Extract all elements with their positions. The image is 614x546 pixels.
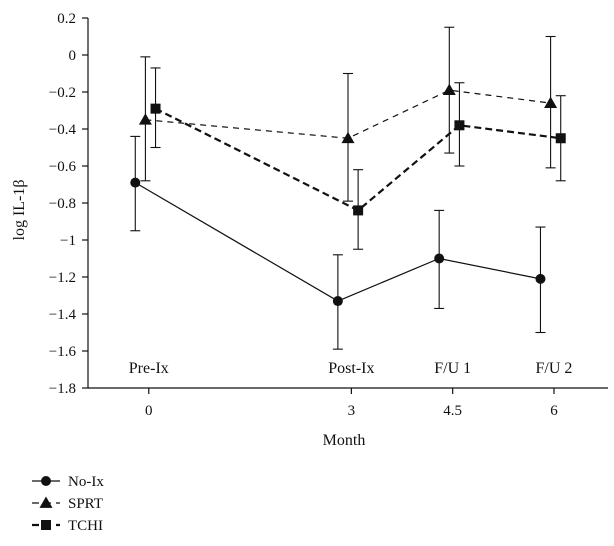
y-tick-label: −0.4 (49, 122, 77, 138)
phase-labels: Pre-Ix Post-Ix F/U 1 F/U 2 (129, 360, 573, 377)
x-tick-label: 3 (348, 403, 356, 419)
legend: No-Ix SPRT TCHI (32, 474, 104, 534)
series-line (145, 89, 551, 139)
series-no-ix (130, 135, 546, 350)
legend-marker (39, 496, 53, 508)
legend-item: SPRT (32, 496, 103, 512)
phase-label: F/U 1 (434, 360, 471, 377)
x-axis-label: Month (323, 432, 366, 449)
legend-item: TCHI (32, 518, 103, 534)
legend-label: SPRT (68, 496, 103, 512)
legend-marker (41, 476, 51, 486)
phase-label: Pre-Ix (129, 360, 169, 377)
data-point (341, 131, 355, 144)
data-point (442, 83, 456, 96)
x-tick-label: 0 (145, 403, 153, 419)
x-ticks: 0 3 4.5 6 (145, 388, 558, 419)
data-point (454, 120, 465, 131)
y-tick-label: −0.2 (49, 85, 76, 101)
y-axis-label: log IL-1β (11, 179, 28, 240)
y-tick-label: −1.6 (49, 344, 77, 360)
y-tick-label: −0.6 (49, 159, 77, 175)
y-tick-label: −1.4 (49, 307, 77, 323)
data-point (353, 205, 364, 216)
phase-label: F/U 2 (536, 360, 573, 377)
series-line (134, 182, 541, 302)
legend-item: No-Ix (32, 474, 104, 490)
data-point (434, 253, 445, 264)
data-point (535, 273, 546, 284)
y-tick-label: −1 (60, 233, 76, 249)
series-group (130, 26, 566, 350)
series-sprt (138, 26, 558, 202)
legend-label: TCHI (68, 518, 103, 534)
data-point (138, 113, 152, 125)
series-line (155, 107, 561, 212)
data-point (544, 96, 558, 108)
x-tick-label: 6 (550, 403, 558, 419)
y-tick-label: −1.2 (49, 270, 76, 286)
y-tick-label: −1.8 (49, 381, 76, 397)
legend-marker (41, 520, 51, 530)
legend-label: No-Ix (68, 474, 104, 490)
x-tick-label: 4.5 (443, 403, 462, 419)
data-point (150, 103, 161, 114)
data-point (555, 133, 566, 144)
y-tick-label: 0.2 (57, 11, 76, 27)
phase-label: Post-Ix (328, 360, 374, 377)
data-point (130, 177, 141, 188)
y-ticks: 0.2 0 −0.2 −0.4 −0.6 −0.8 −1 −1.2 −1.4 −1.6 −1.8 (49, 11, 88, 397)
data-point (332, 296, 343, 307)
y-tick-label: −0.8 (49, 196, 76, 212)
series-tchi (150, 67, 566, 250)
y-tick-label: 0 (69, 48, 77, 64)
